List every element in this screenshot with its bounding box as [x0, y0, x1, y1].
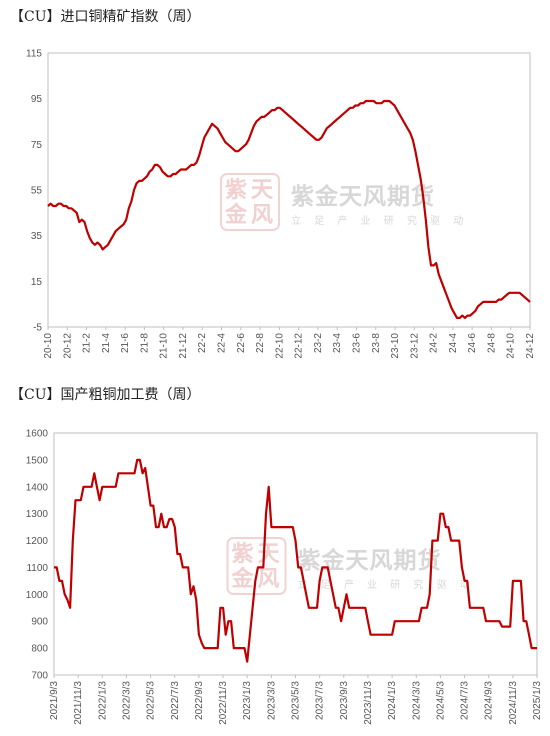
x-tick-label: 24-6: [467, 333, 478, 353]
watermark-slogan: 立 足 产 业 研 究 驱 动: [298, 578, 475, 591]
chart-2: 【CU】国产粗铜加工费（周） 紫天金风紫金天风期货立 足 产 业 研 究 驱 动…: [0, 378, 550, 736]
y-tick-label: 15: [31, 277, 43, 288]
watermark-logo-char: 金: [230, 566, 254, 592]
chart-2-svg: 紫天金 风紫金天风期货立 足 产 业 研 究 驱 动 700 800 900 1000 11…: [26, 429, 543, 725]
chart-2-title: 【CU】国产粗铜加工费（周）: [10, 387, 201, 403]
x-tick-label: 24-4: [448, 333, 459, 353]
x-tick-label: 21-6: [120, 333, 131, 353]
plot-area: [53, 432, 538, 676]
watermark-logo-char: 紫: [231, 541, 253, 567]
watermark-logo-frame: [226, 537, 287, 595]
watermark-logo-char: 紫: [225, 177, 247, 203]
x-tick-label: 2024/1/3: [387, 681, 398, 720]
x-tick-label: 2023/1/3: [242, 681, 253, 720]
x-tick-label: 2022/7/3: [170, 681, 181, 720]
chart-1: 【CU】进口铜精矿指数（周） 紫天金风紫金天风期货立 足 产 业 研 究 驱 动…: [10, 9, 536, 359]
x-tick-label: 22-10: [274, 333, 285, 359]
x-tick-label: 2023/7/3: [315, 681, 326, 720]
watermark-logo-char: 天: [257, 541, 280, 567]
plot-area: [47, 52, 531, 328]
x-tick-label: 21-8: [139, 333, 150, 353]
y-tick-label: 1500: [26, 455, 49, 466]
y-tick-label: 75: [31, 140, 43, 151]
y-tick-label: 115: [26, 49, 42, 60]
y-tick-label: -5: [33, 323, 42, 334]
x-tick-label: 21-12: [178, 333, 189, 359]
x-tick-label: 2024/9/3: [484, 681, 495, 720]
x-tick-label: 22-6: [236, 333, 247, 353]
x-tick-label: 21-10: [159, 333, 170, 359]
y-tick-label: 700: [31, 671, 48, 682]
y-tick-label: 35: [31, 231, 43, 242]
y-tick-label: 95: [31, 94, 43, 105]
y-tick-label: 1100: [26, 563, 48, 574]
x-tick-label: 2024/11/3: [508, 681, 519, 725]
y-tick-label: 1600: [26, 429, 49, 440]
watermark-brand: 紫金天风期货: [291, 183, 435, 210]
x-tick-label: 23-2: [313, 333, 324, 353]
y-tick-label: 1200: [26, 536, 49, 547]
x-tick-label: 2021/11/3: [73, 681, 84, 725]
x-tick-label: 2025/1/3: [532, 681, 543, 720]
x-tick-label: 2023/11/3: [363, 681, 374, 725]
x-tick-label: 2022/5/3: [146, 681, 157, 720]
x-tick-label: 2023/9/3: [339, 681, 350, 720]
watermark-logo-char: 风: [257, 566, 279, 592]
x-tick-label: 2021/9/3: [49, 681, 60, 720]
x-tick-label: 23-12: [409, 333, 420, 359]
x-tick-label: 2024/3/3: [411, 681, 422, 720]
series-line: [47, 99, 531, 319]
y-tick-label: 55: [31, 186, 43, 197]
x-tick-label: 24-2: [429, 333, 440, 353]
series-line: [54, 458, 537, 663]
x-tick-label: 22-4: [217, 333, 228, 353]
x-tick-label: 22-12: [294, 333, 305, 359]
x-tick-label: 20-12: [62, 333, 73, 359]
y-tick-label: 1300: [26, 509, 49, 520]
chart-1-svg: 紫天金 风紫金天风期货立 足 产 业 研 究 驱 动 -5 15 35 55 75 95 115…: [26, 49, 536, 359]
x-tick-label: 21-4: [101, 333, 112, 353]
watermark-logo-frame: [220, 173, 280, 231]
x-tick-label: 24-10: [506, 333, 517, 359]
x-tick-label: 20-10: [43, 333, 54, 359]
watermark: 紫天金 风紫金天风期货立 足 产 业 研 究 驱 动: [220, 173, 468, 231]
x-tick-label: 24-12: [525, 333, 536, 359]
watermark-logo-char: 天: [251, 177, 274, 203]
watermark-logo: 紫天金风: [220, 173, 280, 231]
watermark-slogan: 立 足 产 业 研 究 驱 动: [291, 214, 468, 227]
x-tick-label: 23-10: [390, 333, 401, 359]
x-tick-label: 2023/3/3: [266, 681, 277, 720]
x-tick-label: 22-8: [255, 333, 266, 353]
y-tick-label: 1000: [26, 590, 49, 601]
watermark-logo: 紫天金风: [226, 537, 287, 595]
x-tick-label: 24-8: [486, 333, 497, 353]
watermark-logo-char: 风: [251, 202, 273, 228]
x-tick-label: 2022/1/3: [97, 681, 108, 720]
y-tick-label: 900: [31, 617, 48, 628]
chart-1-title: 【CU】进口铜精矿指数（周）: [10, 9, 201, 25]
x-tick-label: 2024/5/3: [435, 681, 446, 720]
y-tick-label: 1400: [26, 482, 49, 493]
x-tick-label: 2023/5/3: [291, 681, 302, 720]
x-tick-label: 23-8: [371, 333, 382, 353]
x-tick-label: 2022/3/3: [121, 681, 132, 720]
x-tick-label: 22-2: [197, 333, 208, 353]
y-tick-label: 800: [31, 644, 48, 655]
x-tick-label: 21-2: [82, 333, 93, 353]
watermark-logo-char: 金: [224, 202, 248, 228]
x-tick-label: 2024/7/3: [460, 681, 471, 720]
x-tick-label: 23-6: [351, 333, 362, 353]
x-tick-label: 23-4: [332, 333, 343, 353]
x-tick-label: 2022/9/3: [194, 681, 205, 720]
x-tick-label: 2022/11/3: [218, 681, 229, 725]
watermark-brand: 紫金天风期货: [298, 547, 442, 574]
